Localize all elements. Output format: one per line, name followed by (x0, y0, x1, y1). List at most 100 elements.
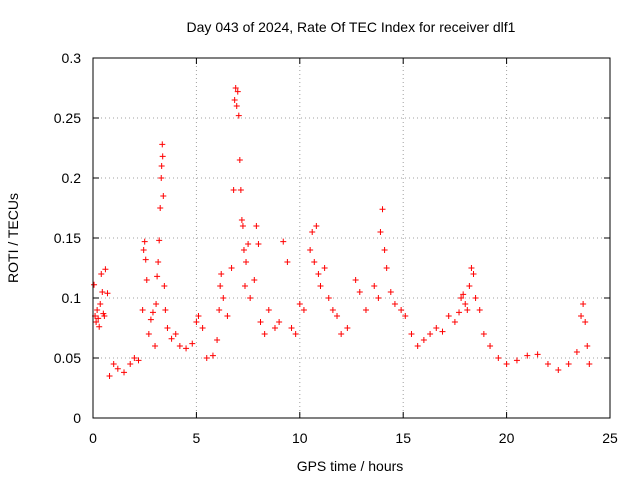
data-point (143, 277, 150, 283)
data-point (147, 316, 154, 323)
data-point (110, 361, 117, 367)
data-point (230, 187, 237, 193)
data-point (472, 295, 479, 301)
data-point (375, 295, 382, 301)
data-point (98, 271, 105, 277)
data-point (334, 313, 341, 319)
data-point (456, 309, 463, 316)
data-point (247, 295, 254, 301)
data-point (379, 206, 386, 213)
y-axis-label: ROTI / TECUs (5, 193, 21, 283)
data-point (288, 325, 295, 331)
data-point (93, 319, 100, 325)
data-point (578, 313, 585, 319)
y-tick-label: 0 (73, 410, 81, 426)
data-point (309, 229, 316, 235)
data-point (402, 313, 409, 319)
data-point (139, 307, 146, 313)
data-point (325, 295, 332, 301)
data-point (195, 313, 202, 319)
data-point (338, 331, 345, 337)
x-tick-label: 25 (602, 430, 618, 446)
data-point (408, 331, 415, 337)
data-point (265, 307, 272, 313)
data-point (296, 301, 303, 307)
data-point (387, 289, 394, 295)
data-point (159, 153, 166, 160)
data-point (584, 343, 591, 349)
data-point (164, 325, 171, 331)
data-point (235, 112, 242, 119)
data-point (183, 345, 190, 352)
data-point (362, 307, 369, 313)
data-point (586, 361, 593, 367)
data-point (157, 205, 164, 211)
data-point (480, 331, 487, 337)
data-point (154, 273, 161, 280)
y-tick-label: 0.3 (62, 50, 82, 66)
y-tick-label: 0.25 (54, 110, 81, 126)
data-point (145, 331, 152, 337)
y-tick-label: 0.05 (54, 350, 81, 366)
data-point (231, 97, 238, 103)
data-point (156, 237, 163, 244)
data-point (131, 355, 138, 361)
data-point (141, 238, 148, 245)
data-point (466, 283, 473, 289)
data-point (398, 307, 405, 313)
data-point (420, 337, 427, 343)
data-point (292, 331, 299, 337)
data-points-layer (91, 85, 593, 379)
data-point (280, 238, 287, 245)
data-point (381, 247, 388, 253)
data-point (153, 301, 160, 307)
data-point (102, 266, 109, 273)
data-point (155, 259, 162, 265)
data-point (121, 369, 128, 376)
data-point (158, 175, 165, 181)
data-point (203, 355, 210, 361)
data-point (433, 325, 440, 331)
data-point (101, 313, 108, 319)
data-point (140, 247, 147, 253)
data-point (391, 301, 398, 307)
data-point (271, 325, 278, 331)
y-tick-label: 0.2 (62, 170, 82, 186)
data-point (172, 331, 179, 337)
data-point (95, 315, 102, 322)
data-point (218, 271, 225, 277)
data-point (160, 193, 167, 199)
data-point (233, 103, 240, 109)
data-point (94, 307, 101, 313)
data-point (464, 307, 471, 313)
y-tick-label: 0.15 (54, 230, 81, 246)
data-point (91, 281, 98, 288)
data-point (253, 223, 260, 229)
data-point (414, 343, 421, 349)
data-point (159, 141, 166, 148)
data-point (241, 283, 248, 289)
data-point (276, 319, 283, 325)
data-point (255, 241, 262, 247)
data-point (495, 355, 502, 361)
data-point (114, 365, 121, 372)
data-point (344, 325, 351, 331)
data-point (161, 283, 168, 289)
data-point (104, 290, 111, 297)
data-point (284, 259, 291, 265)
data-point (240, 247, 247, 253)
data-point (468, 265, 475, 271)
data-point (534, 351, 541, 358)
data-point (321, 265, 328, 271)
data-point (257, 319, 264, 325)
data-point (189, 340, 196, 347)
data-point (476, 307, 483, 313)
data-point (217, 283, 224, 289)
data-point (234, 88, 241, 95)
x-axis-label: GPS time / hours (297, 458, 404, 474)
data-point (239, 223, 246, 229)
data-point (199, 325, 206, 331)
data-point (329, 307, 336, 313)
plot-frame (92, 57, 611, 419)
